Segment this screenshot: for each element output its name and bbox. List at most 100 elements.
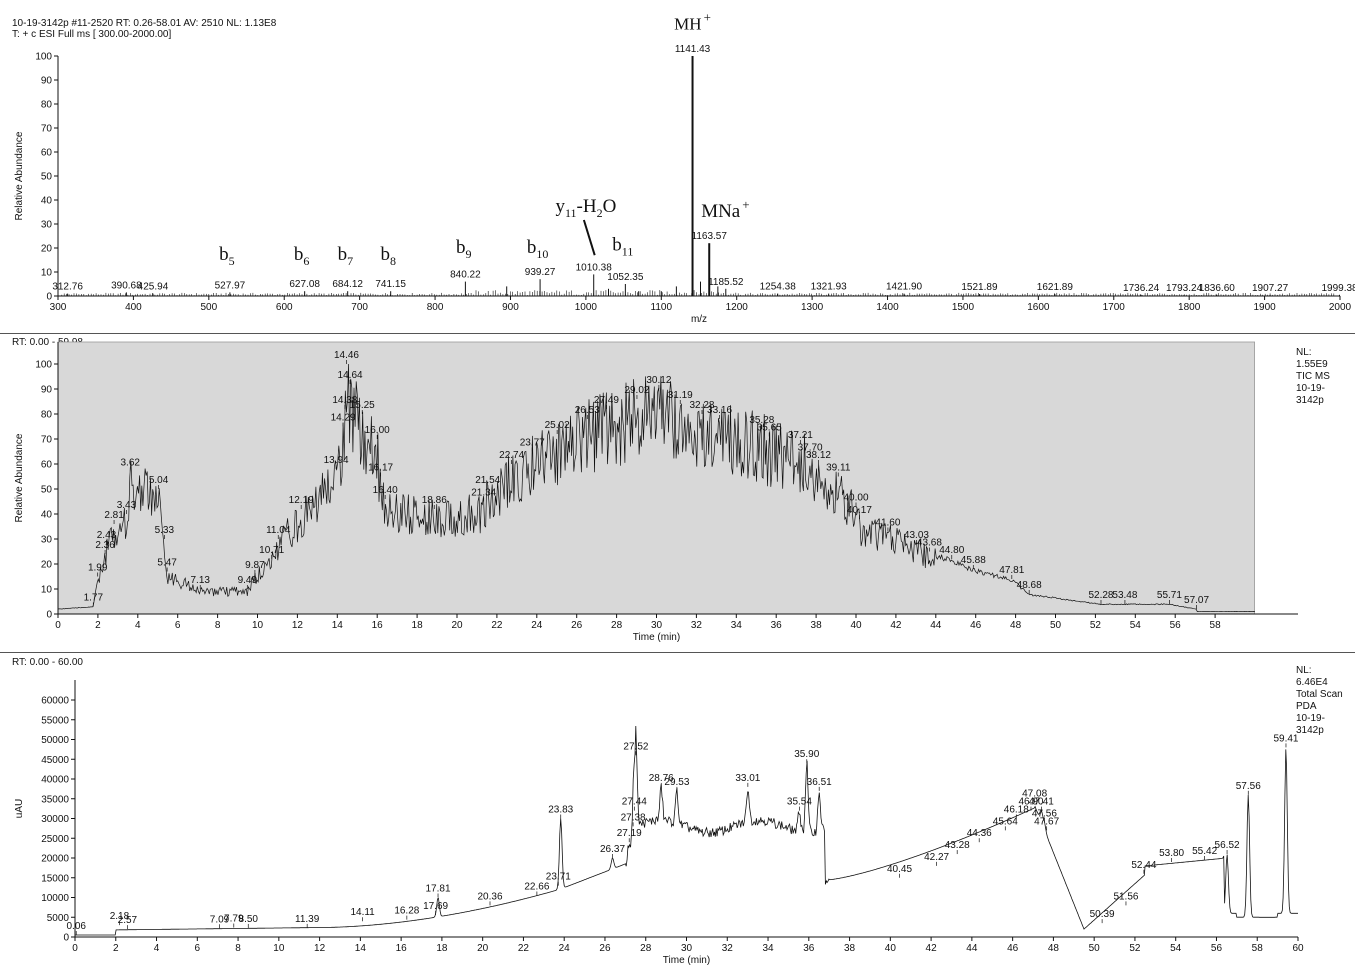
ms-annotation-sub: 10 (536, 247, 548, 261)
tic-y-tick-label: 30 (41, 535, 53, 546)
tic-x-tick-label: 30 (651, 620, 663, 631)
tic-x-tick-label: 20 (451, 620, 463, 631)
ms-peak-label: 1999.38 (1321, 283, 1355, 294)
ms-peak-label: 1321.93 (811, 282, 848, 293)
ms-y-tick-label: 20 (41, 244, 53, 255)
ms-peak-label: 627.08 (289, 279, 320, 290)
pda-peak-label: 33.01 (735, 773, 760, 784)
ms-peak-label: 840.22 (450, 270, 481, 281)
tic-peak-label: 21.54 (475, 475, 500, 486)
tic-peak-label: 35.65 (757, 423, 782, 434)
tic-peak-label: 14.29 (331, 413, 356, 424)
ms-peak-label: 1621.89 (1037, 282, 1074, 293)
pda-peak-label: 23.71 (546, 872, 571, 883)
pda-x-tick-label: 8 (235, 943, 241, 954)
pda-x-tick-label: 38 (844, 943, 856, 954)
ms-y-tick-label: 80 (41, 100, 53, 111)
tic-peak-label: 35.28 (749, 415, 774, 426)
tic-peak-label: 29.02 (624, 385, 649, 396)
tic-peak-label: 27.49 (594, 395, 619, 406)
tic-peak-label: 45.88 (961, 555, 986, 566)
pda-x-tick-label: 12 (314, 943, 326, 954)
tic-x-tick-label: 34 (731, 620, 743, 631)
ms-peak-label: 425.94 (138, 282, 169, 293)
tic-peak-label: 14.64 (338, 370, 363, 381)
tic-x-tick-label: 40 (850, 620, 862, 631)
pda-y-tick-label: 60000 (41, 696, 69, 707)
tic-peak-label: 32.28 (689, 400, 714, 411)
ms-y-tick-label: 0 (46, 292, 52, 303)
tic-x-tick-label: 12 (292, 620, 304, 631)
ms-annotation-base: b (612, 234, 622, 255)
ms-annotation: b5 (219, 244, 235, 268)
pda-peak-label: 2.18 (110, 911, 130, 922)
ms-x-tick-label: 1500 (952, 302, 975, 313)
ms-peak-label: 939.27 (525, 267, 556, 278)
tic-x-tick-label: 22 (491, 620, 503, 631)
tic-y-tick-label: 80 (41, 410, 53, 421)
tic-y-tick-label: 20 (41, 560, 53, 571)
tic-peak-label: 37.70 (798, 443, 823, 454)
pda-x-tick-label: 58 (1252, 943, 1264, 954)
tic-legend-line: 1.55E9 (1296, 359, 1328, 370)
ms-annotation: b7 (338, 244, 354, 268)
tic-peak-label: 47.81 (999, 565, 1024, 576)
pda-x-tick-label: 18 (436, 943, 448, 954)
ms-y-tick-label: 100 (35, 52, 52, 63)
ms-annotation-tail2: O (603, 196, 617, 217)
ms-annotation: y11-H2O (555, 196, 616, 220)
ms-annotation-sup: + (742, 197, 749, 212)
tic-x-tick-label: 2 (95, 620, 101, 631)
tic-peak-label: 44.80 (939, 545, 964, 556)
pda-peak-label: 45.64 (993, 816, 1018, 827)
ms-y-tick-label: 30 (41, 220, 53, 231)
tic-header: RT: 0.00 - 59.98 (12, 337, 83, 348)
tic-peak-label: 22.74 (499, 450, 524, 461)
ms-annotation-pointer (582, 219, 596, 256)
pda-peak-label: 7.79 (224, 914, 244, 925)
pda-peak-label: 26.37 (600, 844, 625, 855)
pda-x-tick-label: 20 (477, 943, 489, 954)
pda-x-tick-label: 36 (803, 943, 815, 954)
ms-annotation: b11 (612, 234, 633, 258)
ms-peak-label: 684.12 (332, 279, 363, 290)
tic-y-tick-label: 70 (41, 435, 53, 446)
ms-annotation: MH + (674, 10, 711, 34)
tic-peak-label: 1.77 (84, 593, 104, 604)
ms-x-tick-label: 1900 (1253, 302, 1276, 313)
ms-annotation-base: b (456, 237, 466, 258)
ms-annotation-sub: 11 (565, 206, 577, 220)
ms-annotation-sub: 5 (229, 254, 235, 268)
ms-annotation: b9 (456, 237, 472, 261)
tic-peak-label: 41.60 (875, 518, 900, 529)
pda-legend-line: 3142p (1296, 725, 1324, 736)
pda-y-tick-label: 55000 (41, 715, 69, 726)
tic-peak-label: 2.43 (97, 530, 117, 541)
tic-trace (57, 363, 1256, 613)
ms-x-tick-label: 1100 (651, 302, 673, 313)
tic-peak-label: 55.71 (1157, 590, 1182, 601)
ms-annotation-sub: 7 (347, 254, 353, 268)
ms-x-tick-label: 400 (125, 302, 142, 313)
ms-peak-label: 1141.43 (675, 44, 711, 55)
ms-annotation-sub: 6 (303, 254, 309, 268)
tic-peak-label: 52.28 (1088, 590, 1113, 601)
pda-peak-label: 8.50 (239, 914, 259, 925)
tic-peak-label: 33.16 (707, 405, 732, 416)
pda-y-tick-label: 20000 (41, 854, 69, 865)
tic-legend-line: TIC MS (1296, 371, 1330, 382)
ms-peak-label: 1836.60 (1199, 283, 1236, 294)
ms-peak-label: 741.15 (375, 279, 406, 290)
tic-peak-label: 7.13 (191, 575, 211, 586)
ms-annotation-sub: 11 (622, 244, 634, 258)
ms-annotation-base: b (219, 244, 229, 265)
ms-peak-label: 1185.52 (708, 277, 744, 288)
tic-x-tick-label: 32 (691, 620, 703, 631)
pda-x-tick-label: 54 (1170, 943, 1182, 954)
tic-x-label: Time (min) (633, 632, 680, 643)
tic-peak-label: 38.12 (806, 450, 831, 461)
pda-y-tick-label: 45000 (41, 755, 69, 766)
pda-x-tick-label: 40 (885, 943, 897, 954)
ms-x-tick-label: 500 (200, 302, 217, 313)
tic-y-label: Relative Abundance (14, 433, 25, 522)
